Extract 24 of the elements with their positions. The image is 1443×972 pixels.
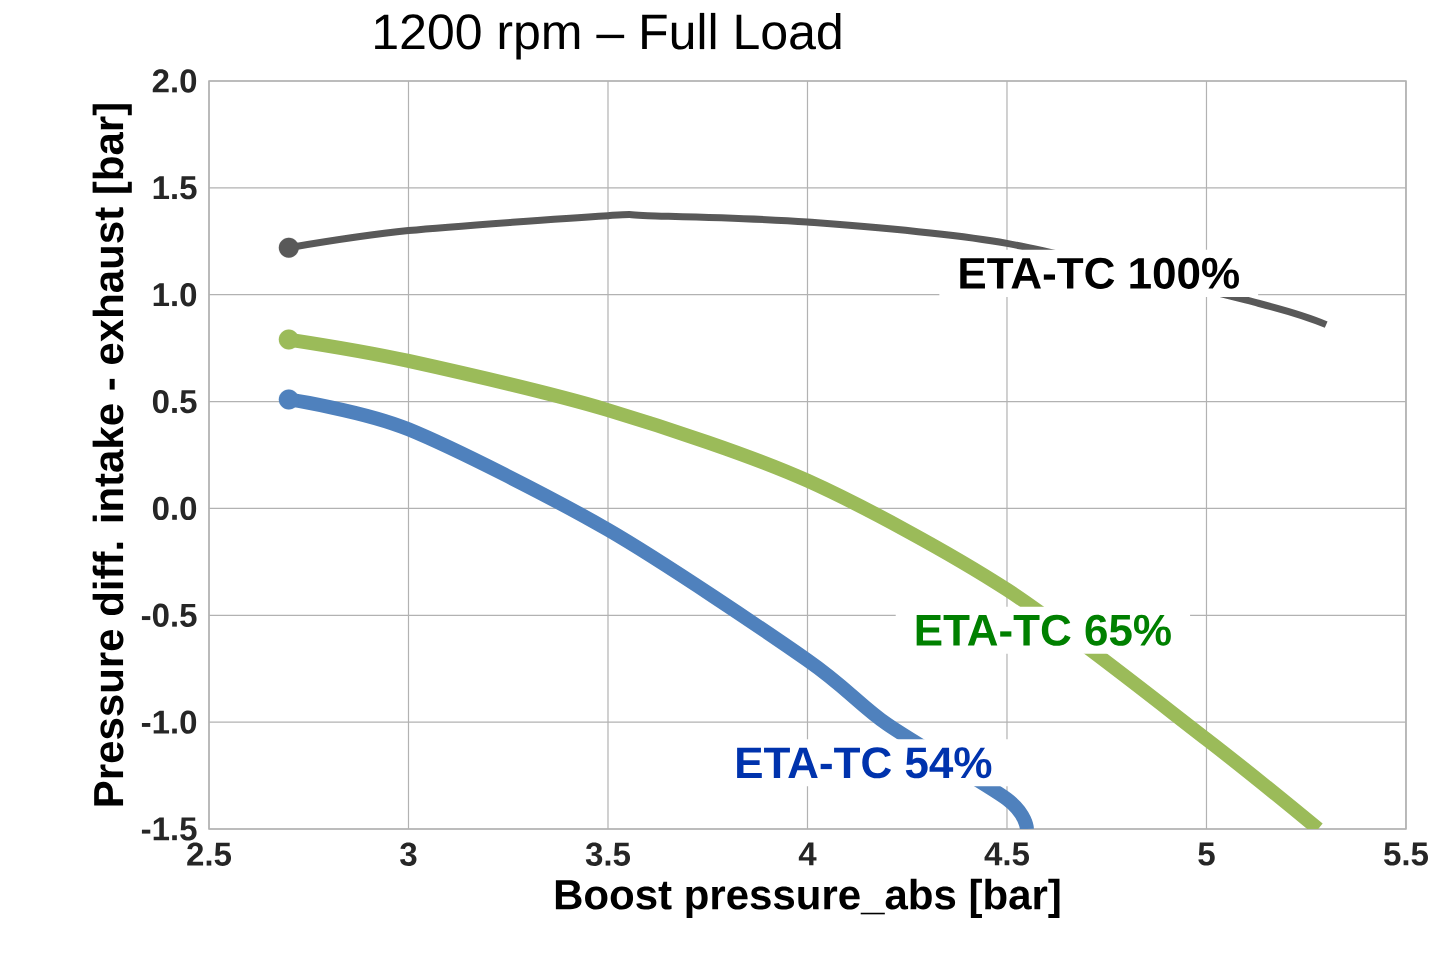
chart-title: 1200 rpm – Full Load — [375, 12, 841, 60]
series-label: ETA-TC 54% — [737, 747, 992, 779]
y-tick-label: 0.0 — [152, 496, 197, 521]
x-tick-label: 4.5 — [984, 842, 1030, 866]
x-tick-label: 2.5 — [187, 842, 232, 866]
y-tick-label: 0.5 — [152, 389, 197, 414]
point — [278, 329, 299, 350]
x-axis-title: Boost pressure_abs [bar] — [555, 878, 1060, 918]
y-tick-label: -0.5 — [141, 603, 197, 627]
y-tick-label: 1.5 — [153, 176, 197, 200]
series-label: ETA-TC 65% — [916, 614, 1171, 646]
y-tick-label: 2.0 — [152, 69, 197, 93]
point — [278, 237, 299, 258]
y-tick-label: -1.5 — [141, 817, 197, 841]
x-tick-label: 5.5 — [1384, 842, 1428, 866]
x-tick-label: 3 — [400, 842, 417, 866]
x-tick-label: 4 — [798, 842, 817, 866]
y-tick-label: -1.0 — [141, 710, 197, 734]
y-axis-title: Pressure diff. intake - exhaust [bar] — [92, 104, 132, 806]
y-tick-label: 1.0 — [153, 283, 197, 307]
x-tick-label: 3.5 — [585, 842, 631, 866]
x-tick-label: 5 — [1198, 842, 1215, 866]
series-label: ETA-TC 100% — [960, 257, 1239, 289]
point — [278, 389, 299, 410]
